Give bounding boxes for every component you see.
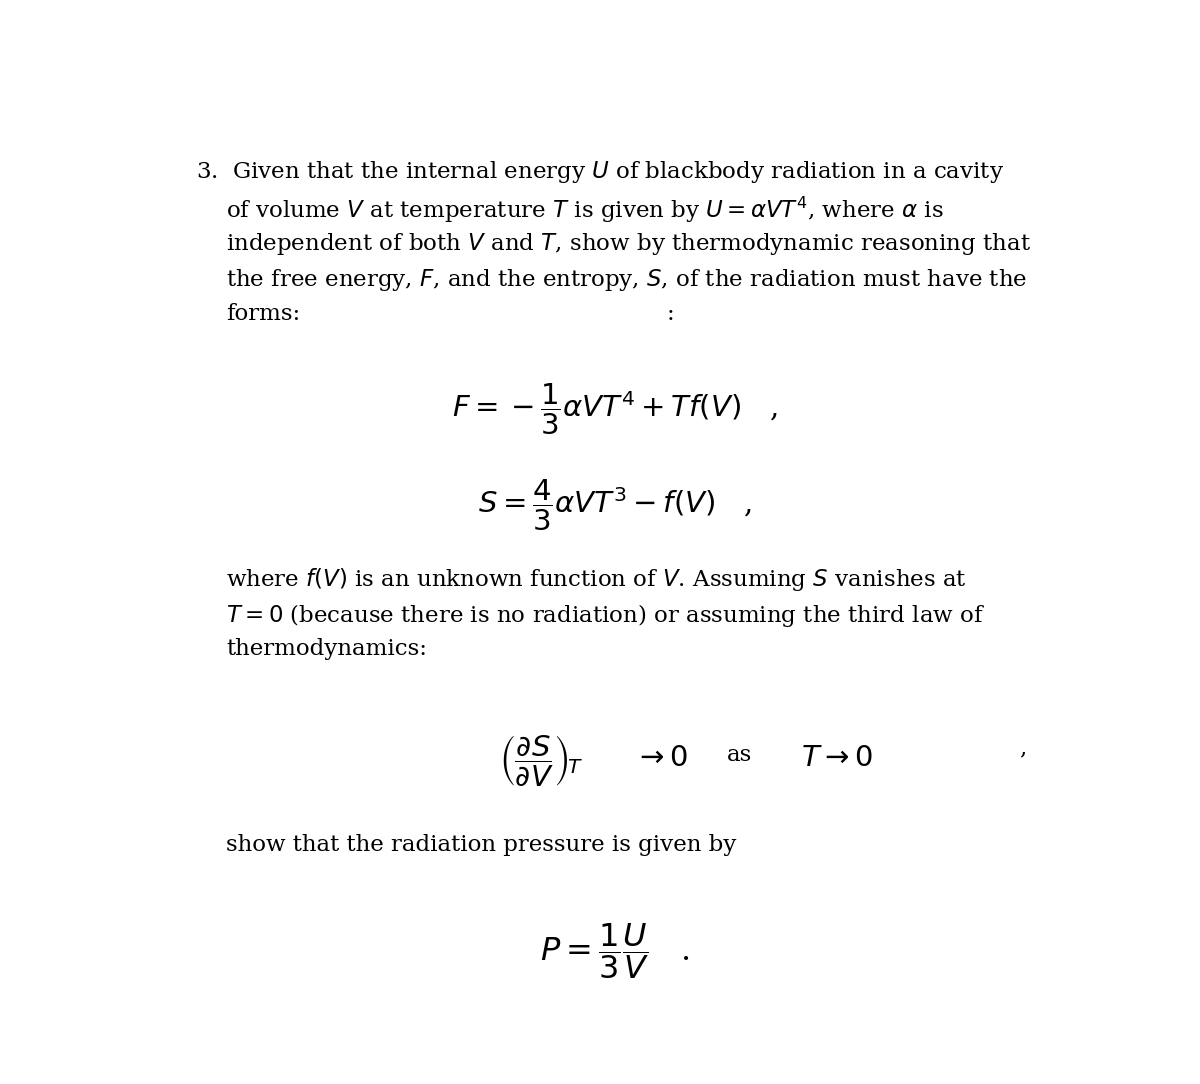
Text: 3.  Given that the internal energy $U$ of blackbody radiation in a cavity: 3. Given that the internal energy $U$ of…	[197, 159, 1004, 185]
Text: forms:: forms:	[227, 302, 300, 325]
Text: thermodynamics:: thermodynamics:	[227, 637, 427, 659]
Text: $\left(\dfrac{\partial S}{\partial V}\right)_{\!T}$: $\left(\dfrac{\partial S}{\partial V}\ri…	[499, 734, 582, 789]
Text: :: :	[666, 302, 674, 325]
Text: $S = \dfrac{4}{3}\alpha VT^3 - f(V)$   ,: $S = \dfrac{4}{3}\alpha VT^3 - f(V)$ ,	[478, 478, 752, 533]
Text: $P = \dfrac{1}{3}\dfrac{U}{V}$   .: $P = \dfrac{1}{3}\dfrac{U}{V}$ .	[540, 921, 690, 981]
Text: where $f(V)$ is an unknown function of $V$. Assuming $S$ vanishes at: where $f(V)$ is an unknown function of $…	[227, 566, 967, 593]
Text: as: as	[727, 744, 752, 765]
Text: $\rightarrow 0$: $\rightarrow 0$	[634, 744, 688, 772]
Text: $T = 0$ (because there is no radiation) or assuming the third law of: $T = 0$ (because there is no radiation) …	[227, 602, 985, 629]
Text: of volume $V$ at temperature $T$ is given by $U = \alpha VT^4$, where $\alpha$ i: of volume $V$ at temperature $T$ is give…	[227, 195, 944, 225]
Text: ,: ,	[1020, 738, 1027, 760]
Text: the free energy, $F$, and the entropy, $S$, of the radiation must have the: the free energy, $F$, and the entropy, $…	[227, 267, 1027, 293]
Text: independent of both $V$ and $T$, show by thermodynamic reasoning that: independent of both $V$ and $T$, show by…	[227, 231, 1031, 257]
Text: $T \rightarrow 0$: $T \rightarrow 0$	[802, 744, 874, 772]
Text: $F = -\dfrac{1}{3}\alpha VT^4 + Tf(V)$   ,: $F = -\dfrac{1}{3}\alpha VT^4 + Tf(V)$ ,	[452, 383, 778, 437]
Text: show that the radiation pressure is given by: show that the radiation pressure is give…	[227, 834, 737, 855]
